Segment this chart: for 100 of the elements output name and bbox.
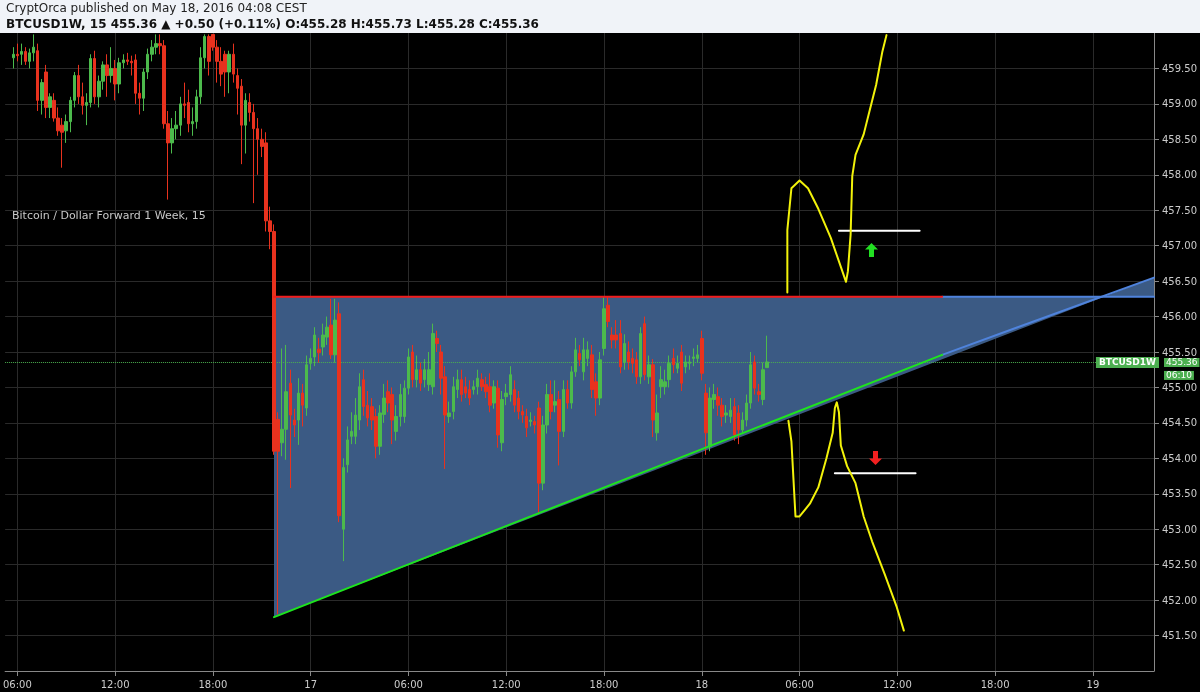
ref-line-label: BTCUSD1W (1098, 357, 1157, 368)
x-tick-label: 12:00 (882, 678, 912, 690)
candlestick (672, 347, 675, 374)
candlestick (227, 50, 231, 94)
y-tick-label: 458.50 (1162, 133, 1198, 145)
candlestick (733, 397, 736, 442)
text: 455.36 (1166, 357, 1198, 368)
candlestick (525, 408, 528, 438)
candlestick (109, 46, 113, 84)
x-tick-label: 06:00 (2, 678, 32, 690)
candlestick (627, 340, 630, 371)
candlestick (346, 425, 349, 474)
candlestick (704, 383, 708, 456)
y-tick-label: 454.50 (1162, 417, 1198, 429)
candlestick (639, 326, 642, 385)
y-tick-label: 457.50 (1162, 204, 1198, 216)
candlestick (708, 386, 712, 452)
y-tick-label: 457.00 (1162, 240, 1198, 252)
y-tick-label: 455.00 (1162, 381, 1198, 393)
candlestick (549, 379, 553, 420)
annotation: Bitcoin / Dollar Forward 1 Week, 15 (12, 209, 206, 222)
candlestick (44, 64, 48, 119)
candlestick (562, 379, 565, 438)
text: 06:10 (1166, 370, 1193, 381)
line-series (787, 401, 905, 632)
candlestick (447, 401, 451, 424)
y-tick-label: 456.00 (1162, 311, 1198, 323)
candlestick (635, 351, 638, 385)
y-tick-label: 455.50 (1162, 346, 1198, 358)
candlestick (643, 316, 646, 381)
x-tick-label: 06:00 (394, 678, 423, 690)
candlestick (223, 50, 227, 98)
candlestick (36, 43, 39, 112)
candlestick (496, 379, 500, 449)
candlestick (419, 362, 422, 392)
y-tick-label: 454.00 (1162, 452, 1198, 464)
candlestick (623, 333, 626, 371)
candlestick (16, 43, 19, 62)
candlestick (700, 330, 704, 381)
y-tick-label: 452.50 (1162, 559, 1198, 571)
candlestick (680, 344, 683, 392)
candlestick (297, 377, 300, 446)
chart-subtitle: BTCUSD1W, 15 455.36 ▲ +0.50 (+0.11%) O:455.28 H:455.73 L:455.28 C:455.36 (6, 17, 539, 31)
x-tick-label: 12:00 (100, 678, 130, 690)
candlestick (329, 298, 333, 360)
y-tick-label: 451.50 (1162, 630, 1198, 642)
candlestick (537, 401, 541, 514)
candlestick (93, 50, 96, 105)
candlestick (411, 344, 414, 388)
candlestick (557, 390, 561, 466)
candlestick (578, 344, 581, 367)
candlestick (207, 33, 211, 77)
candlestick (232, 43, 235, 84)
y-tick-label: 459.00 (1162, 98, 1198, 110)
candlestick (602, 296, 606, 357)
candlestick (651, 358, 655, 438)
candlestick (492, 379, 496, 410)
candlestick (117, 57, 121, 94)
candlestick (529, 411, 532, 427)
x-tick-label: 18:00 (980, 678, 1010, 690)
y-tick-label: 459.50 (1162, 62, 1198, 74)
candlestick (476, 369, 479, 396)
candlestick (293, 408, 296, 438)
candlestick (40, 78, 44, 116)
candlestick (435, 330, 439, 353)
candlestick (12, 46, 15, 69)
candlestick (24, 46, 27, 66)
candlestick (317, 337, 321, 364)
candlestick (113, 59, 117, 101)
candlestick (553, 379, 557, 413)
y-tick-label: 453.50 (1162, 488, 1198, 500)
candlestick (468, 379, 471, 406)
y-tick-label: 453.00 (1162, 523, 1198, 535)
x-tick-label: 18:00 (198, 678, 228, 690)
candlestick (761, 362, 765, 406)
line-series (786, 34, 888, 294)
candlestick (606, 296, 610, 328)
candlestick (20, 43, 23, 66)
candlestick (342, 457, 345, 562)
candlestick (460, 369, 463, 403)
x-tick-label: 19 (1086, 678, 1100, 690)
x-tick-label: 06:00 (785, 678, 814, 690)
x-tick-label: 17 (304, 678, 318, 690)
chart-title: CryptOrca published on May 18, 2016 04:08 CEST (6, 1, 307, 15)
candlestick (655, 394, 659, 442)
x-tick-label: 18 (695, 678, 709, 690)
y-tick-label: 456.50 (1162, 275, 1198, 287)
y-tick-label: 458.00 (1162, 169, 1198, 181)
candlestick (488, 372, 492, 413)
candlestick (566, 379, 569, 410)
candlestick (289, 369, 292, 489)
candlestick (757, 383, 761, 403)
y-tick-label: 452.00 (1162, 594, 1198, 606)
candlestick (48, 92, 52, 119)
x-tick-label: 12:00 (491, 678, 521, 690)
candlestick (105, 53, 109, 98)
candlestick (301, 383, 304, 427)
candlestick (659, 365, 663, 399)
x-tick-label: 18:00 (589, 678, 619, 690)
candlestick (244, 92, 247, 155)
